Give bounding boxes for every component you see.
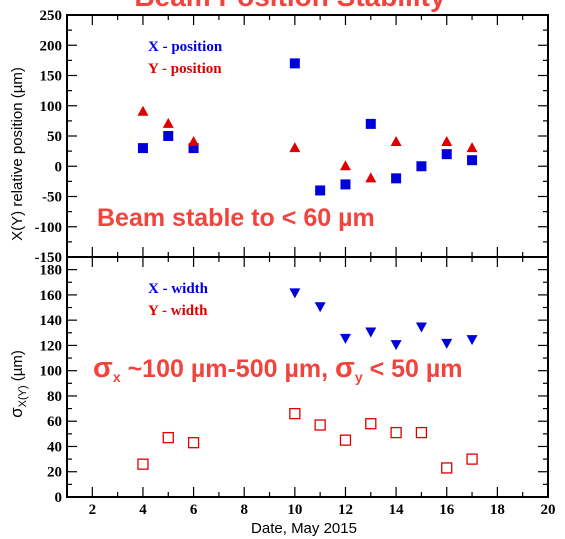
bottom-annotation-y-limit: < 50 µm bbox=[363, 355, 463, 383]
bottom-y-axis-label-main: σ bbox=[7, 407, 26, 418]
top-y-tick-label: 200 bbox=[40, 38, 63, 54]
bottom-y-tick-label: 140 bbox=[40, 313, 63, 329]
bottom-x-tick-label: 14 bbox=[389, 502, 405, 518]
top-triangle-up-point bbox=[391, 136, 402, 146]
bottom-x-tick-label: 20 bbox=[541, 502, 556, 518]
bottom-square-open-point bbox=[315, 420, 325, 430]
top-triangle-up-point bbox=[188, 136, 199, 146]
bottom-y-tick-label: 60 bbox=[47, 414, 62, 430]
top-triangle-up-point bbox=[365, 172, 376, 182]
bottom-triangle-down-point bbox=[365, 328, 376, 338]
top-y-tick-label: -100 bbox=[35, 220, 63, 236]
top-y-tick-label: 50 bbox=[47, 129, 62, 145]
bottom-x-tick-label: 8 bbox=[240, 502, 248, 518]
top-y-tick-label: 150 bbox=[40, 69, 63, 85]
bottom-y-tick-label: 80 bbox=[47, 389, 62, 405]
bottom-square-open-point bbox=[340, 435, 350, 445]
bottom-y-axis-label-sub: X(Y) bbox=[17, 385, 29, 407]
legend-entry-y-width: Y - width bbox=[148, 303, 208, 319]
bottom-y-tick-label: 20 bbox=[47, 465, 62, 481]
bottom-annotation-sub-y: y bbox=[355, 369, 363, 385]
top-square-point bbox=[391, 173, 401, 183]
legend-entry-x-width: X - width bbox=[148, 281, 209, 297]
top-y-axis-label: X(Y) relative position (µm) bbox=[9, 67, 26, 241]
bottom-square-open-point bbox=[467, 454, 477, 464]
bottom-square-open-point bbox=[163, 433, 173, 443]
bottom-triangle-down-point bbox=[467, 335, 478, 345]
bottom-x-tick-label: 4 bbox=[139, 502, 147, 518]
top-y-tick-label: -50 bbox=[42, 190, 62, 206]
bottom-y-axis-label: σX(Y) (µm) bbox=[7, 350, 29, 418]
bottom-triangle-down-point bbox=[391, 340, 402, 350]
top-triangle-up-point bbox=[289, 142, 300, 152]
bottom-triangle-down-point bbox=[416, 322, 427, 332]
top-y-tick-label: 250 bbox=[40, 8, 63, 24]
top-triangle-up-point bbox=[441, 136, 452, 146]
top-square-point bbox=[416, 161, 426, 171]
legend-entry-x-position: X - position bbox=[148, 39, 223, 55]
bottom-x-tick-label: 16 bbox=[439, 502, 455, 518]
top-triangle-up-point bbox=[340, 160, 351, 170]
bottom-x-tick-label: 18 bbox=[490, 502, 505, 518]
bottom-annotation-sigma-x: σ bbox=[93, 352, 113, 384]
bottom-annotation: σx ~100 µm-500 µm, σy < 50 µm bbox=[93, 352, 463, 385]
bottom-x-tick-label: 12 bbox=[338, 502, 353, 518]
top-square-point bbox=[138, 143, 148, 153]
bottom-y-axis-label-unit: (µm) bbox=[9, 350, 26, 385]
top-square-point bbox=[366, 119, 376, 129]
top-triangle-up-point bbox=[163, 118, 174, 128]
bottom-y-tick-label: 100 bbox=[40, 364, 63, 380]
top-triangle-up-point bbox=[467, 142, 478, 152]
bottom-x-tick-label: 6 bbox=[190, 502, 198, 518]
top-y-tick-label: 100 bbox=[40, 99, 63, 115]
bottom-square-open-point bbox=[391, 428, 401, 438]
bottom-square-open-point bbox=[138, 459, 148, 469]
bottom-triangle-down-point bbox=[315, 302, 326, 312]
bottom-y-tick-label: 120 bbox=[40, 338, 63, 354]
bottom-y-tick-label: 0 bbox=[55, 490, 63, 506]
top-square-point bbox=[442, 149, 452, 159]
bottom-y-tick-label: 40 bbox=[47, 439, 62, 455]
x-axis-label: Date, May 2015 bbox=[251, 520, 357, 537]
legend-entry-y-position: Y - position bbox=[148, 61, 222, 77]
top-triangle-up-point bbox=[137, 106, 148, 116]
bottom-triangle-down-point bbox=[340, 334, 351, 344]
bottom-square-open-point bbox=[189, 438, 199, 448]
chart-title: Beam Position Stability bbox=[134, 0, 446, 12]
bottom-y-tick-label: 180 bbox=[40, 263, 63, 279]
bottom-annotation-sub-x: x bbox=[113, 369, 121, 385]
top-square-point bbox=[467, 155, 477, 165]
top-y-tick-label: 0 bbox=[55, 159, 63, 175]
top-square-point bbox=[290, 58, 300, 68]
top-square-point bbox=[315, 185, 325, 195]
width-panel: 180 160 140 120 100 80 60 40 20 0 2 4 6 8 10 12 14 16 18 20… bbox=[40, 257, 556, 518]
bottom-square-open-point bbox=[366, 419, 376, 429]
bottom-x-tick-label: 10 bbox=[287, 502, 302, 518]
top-square-point bbox=[340, 179, 350, 189]
top-square-point bbox=[163, 131, 173, 141]
bottom-square-open-point bbox=[442, 463, 452, 473]
bottom-triangle-down-point bbox=[441, 339, 452, 349]
top-annotation: Beam stable to < 60 µm bbox=[97, 204, 375, 232]
bottom-triangle-down-point bbox=[289, 288, 300, 298]
bottom-annotation-sigma-y: σ bbox=[335, 352, 355, 384]
bottom-x-tick-label: 2 bbox=[89, 502, 97, 518]
bottom-square-open-point bbox=[290, 409, 300, 419]
bottom-annotation-x-range: ~100 µm-500 µm, bbox=[121, 355, 335, 383]
bottom-y-tick-label: 160 bbox=[40, 288, 63, 304]
bottom-square-open-point bbox=[416, 428, 426, 438]
